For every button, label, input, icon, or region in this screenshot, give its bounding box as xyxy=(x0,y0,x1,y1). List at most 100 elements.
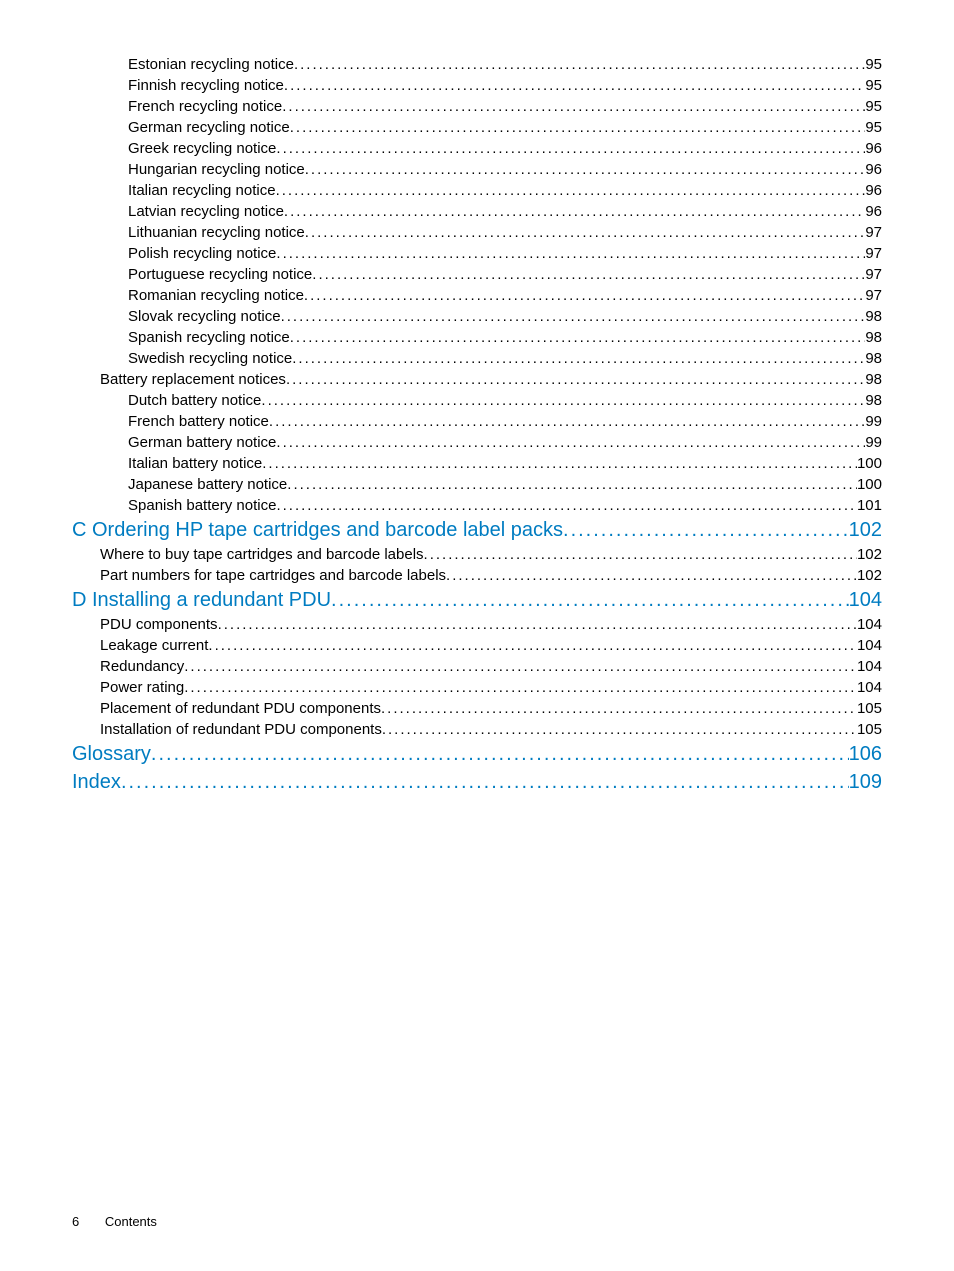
toc-entry[interactable]: Redundancy 104 xyxy=(72,656,882,677)
toc-entry-label[interactable]: Dutch battery notice xyxy=(128,390,261,411)
toc-entry-label[interactable]: Spanish recycling notice xyxy=(128,327,290,348)
toc-entry-label[interactable]: Glossary xyxy=(72,740,151,768)
toc-entry-label[interactable]: Where to buy tape cartridges and barcode… xyxy=(100,544,424,565)
toc-entry[interactable]: French battery notice 99 xyxy=(72,411,882,432)
toc-entry-label[interactable]: Italian battery notice xyxy=(128,453,262,474)
toc-entry[interactable]: Japanese battery notice 100 xyxy=(72,474,882,495)
toc-entry-page[interactable]: 102 xyxy=(849,516,882,544)
toc-entry-page[interactable]: 102 xyxy=(857,544,882,565)
toc-entry-page[interactable]: 98 xyxy=(865,327,882,348)
toc-entry[interactable]: Installation of redundant PDU components… xyxy=(72,719,882,740)
toc-entry-page[interactable]: 101 xyxy=(857,495,882,516)
toc-entry[interactable]: Placement of redundant PDU components 105 xyxy=(72,698,882,719)
toc-entry-page[interactable]: 102 xyxy=(857,565,882,586)
toc-entry[interactable]: Swedish recycling notice 98 xyxy=(72,348,882,369)
toc-entry[interactable]: Leakage current 104 xyxy=(72,635,882,656)
toc-entry-label[interactable]: German battery notice xyxy=(128,432,276,453)
toc-entry[interactable]: German battery notice 99 xyxy=(72,432,882,453)
toc-entry[interactable]: PDU components 104 xyxy=(72,614,882,635)
toc-entry-label[interactable]: Portuguese recycling notice xyxy=(128,264,312,285)
toc-entry-page[interactable]: 97 xyxy=(865,285,882,306)
toc-entry[interactable]: Where to buy tape cartridges and barcode… xyxy=(72,544,882,565)
toc-entry-page[interactable]: 98 xyxy=(865,348,882,369)
toc-entry-label[interactable]: French battery notice xyxy=(128,411,269,432)
toc-entry-label[interactable]: Spanish battery notice xyxy=(128,495,276,516)
toc-entry[interactable]: Estonian recycling notice 95 xyxy=(72,54,882,75)
toc-entry[interactable]: Italian battery notice 100 xyxy=(72,453,882,474)
toc-entry-label[interactable]: Placement of redundant PDU components xyxy=(100,698,381,719)
toc-entry-label[interactable]: C Ordering HP tape cartridges and barcod… xyxy=(72,516,563,544)
toc-entry-page[interactable]: 95 xyxy=(865,75,882,96)
toc-entry-page[interactable]: 97 xyxy=(865,264,882,285)
toc-entry-label[interactable]: Italian recycling notice xyxy=(128,180,276,201)
toc-entry-page[interactable]: 98 xyxy=(865,390,882,411)
toc-entry[interactable]: Hungarian recycling notice 96 xyxy=(72,159,882,180)
toc-entry[interactable]: Greek recycling notice 96 xyxy=(72,138,882,159)
toc-entry[interactable]: Finnish recycling notice 95 xyxy=(72,75,882,96)
toc-entry[interactable]: Spanish battery notice 101 xyxy=(72,495,882,516)
toc-entry[interactable]: Italian recycling notice 96 xyxy=(72,180,882,201)
toc-entry-page[interactable]: 95 xyxy=(865,117,882,138)
toc-entry[interactable]: D Installing a redundant PDU104 xyxy=(72,586,882,614)
toc-entry[interactable]: Battery replacement notices 98 xyxy=(72,369,882,390)
toc-entry[interactable]: German recycling notice 95 xyxy=(72,117,882,138)
toc-entry-label[interactable]: French recycling notice xyxy=(128,96,282,117)
toc-entry-page[interactable]: 96 xyxy=(865,180,882,201)
toc-entry[interactable]: Latvian recycling notice 96 xyxy=(72,201,882,222)
toc-entry-label[interactable]: Hungarian recycling notice xyxy=(128,159,305,180)
toc-entry-label[interactable]: Index xyxy=(72,768,121,796)
toc-entry-page[interactable]: 104 xyxy=(857,656,882,677)
toc-entry[interactable]: Glossary 106 xyxy=(72,740,882,768)
toc-entry-label[interactable]: Finnish recycling notice xyxy=(128,75,284,96)
toc-entry-page[interactable]: 99 xyxy=(865,432,882,453)
toc-entry[interactable]: Power rating 104 xyxy=(72,677,882,698)
toc-entry-label[interactable]: Estonian recycling notice xyxy=(128,54,294,75)
toc-entry-page[interactable]: 100 xyxy=(857,474,882,495)
toc-entry-label[interactable]: Swedish recycling notice xyxy=(128,348,292,369)
toc-entry[interactable]: Polish recycling notice97 xyxy=(72,243,882,264)
toc-entry-page[interactable]: 96 xyxy=(865,159,882,180)
toc-entry-page[interactable]: 104 xyxy=(857,614,882,635)
toc-entry-label[interactable]: Latvian recycling notice xyxy=(128,201,284,222)
toc-entry-label[interactable]: German recycling notice xyxy=(128,117,290,138)
toc-entry-page[interactable]: 98 xyxy=(865,306,882,327)
toc-entry-page[interactable]: 100 xyxy=(857,453,882,474)
toc-entry-page[interactable]: 104 xyxy=(849,586,882,614)
toc-entry-label[interactable]: Redundancy xyxy=(100,656,184,677)
toc-entry-page[interactable]: 105 xyxy=(857,719,882,740)
toc-entry[interactable]: Dutch battery notice 98 xyxy=(72,390,882,411)
toc-entry-page[interactable]: 109 xyxy=(849,768,882,796)
toc-entry[interactable]: Part numbers for tape cartridges and bar… xyxy=(72,565,882,586)
toc-entry-page[interactable]: 97 xyxy=(865,222,882,243)
toc-entry-label[interactable]: Part numbers for tape cartridges and bar… xyxy=(100,565,446,586)
toc-entry[interactable]: Slovak recycling notice 98 xyxy=(72,306,882,327)
toc-entry-page[interactable]: 104 xyxy=(857,677,882,698)
toc-entry-label[interactable]: Installation of redundant PDU components xyxy=(100,719,382,740)
toc-entry-label[interactable]: PDU components xyxy=(100,614,218,635)
toc-entry-label[interactable]: Slovak recycling notice xyxy=(128,306,281,327)
toc-entry[interactable]: Lithuanian recycling notice 97 xyxy=(72,222,882,243)
toc-entry[interactable]: Index 109 xyxy=(72,768,882,796)
toc-entry[interactable]: C Ordering HP tape cartridges and barcod… xyxy=(72,516,882,544)
toc-entry-page[interactable]: 96 xyxy=(865,138,882,159)
toc-entry-label[interactable]: Romanian recycling notice xyxy=(128,285,304,306)
toc-entry-label[interactable]: Japanese battery notice xyxy=(128,474,287,495)
toc-entry-page[interactable]: 99 xyxy=(865,411,882,432)
toc-entry-page[interactable]: 95 xyxy=(865,96,882,117)
toc-entry-label[interactable]: Greek recycling notice xyxy=(128,138,276,159)
toc-entry-page[interactable]: 106 xyxy=(849,740,882,768)
toc-entry-page[interactable]: 105 xyxy=(857,698,882,719)
toc-entry-page[interactable]: 98 xyxy=(865,369,882,390)
toc-entry-page[interactable]: 96 xyxy=(865,201,882,222)
toc-entry[interactable]: Portuguese recycling notice 97 xyxy=(72,264,882,285)
toc-entry[interactable]: Spanish recycling notice 98 xyxy=(72,327,882,348)
toc-entry-label[interactable]: Lithuanian recycling notice xyxy=(128,222,305,243)
toc-entry-label[interactable]: Power rating xyxy=(100,677,184,698)
toc-entry-label[interactable]: Battery replacement notices xyxy=(100,369,286,390)
toc-entry[interactable]: Romanian recycling notice 97 xyxy=(72,285,882,306)
toc-entry-label[interactable]: Leakage current xyxy=(100,635,208,656)
toc-entry-page[interactable]: 95 xyxy=(865,54,882,75)
toc-entry[interactable]: French recycling notice 95 xyxy=(72,96,882,117)
toc-entry-page[interactable]: 104 xyxy=(857,635,882,656)
toc-entry-page[interactable]: 97 xyxy=(865,243,882,264)
